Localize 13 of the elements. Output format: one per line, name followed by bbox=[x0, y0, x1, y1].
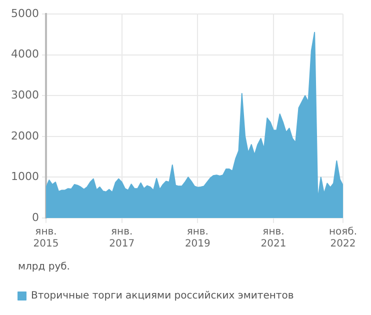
y-tick-label: 2000 bbox=[10, 129, 39, 142]
text: млрд руб. bbox=[18, 262, 70, 273]
x-tick-label: нояб. 2022 bbox=[328, 226, 358, 250]
y-tick-label: 3000 bbox=[10, 88, 39, 102]
y-tick-label: 4000 bbox=[10, 48, 39, 61]
x-tick-label: янв. 2021 bbox=[260, 226, 286, 250]
y-tick-label: 1000 bbox=[10, 170, 39, 184]
legend-label: Вторичные торги акциями российских эмитентов bbox=[31, 290, 294, 302]
y-tick-label: 5000 bbox=[10, 6, 39, 20]
x-tick-label: янв. 2019 bbox=[184, 226, 210, 250]
y-tick-label: 0 bbox=[32, 210, 39, 224]
x-tick-label: янв. 2017 bbox=[109, 226, 135, 250]
x-tick-label: янв. 2015 bbox=[33, 226, 59, 250]
